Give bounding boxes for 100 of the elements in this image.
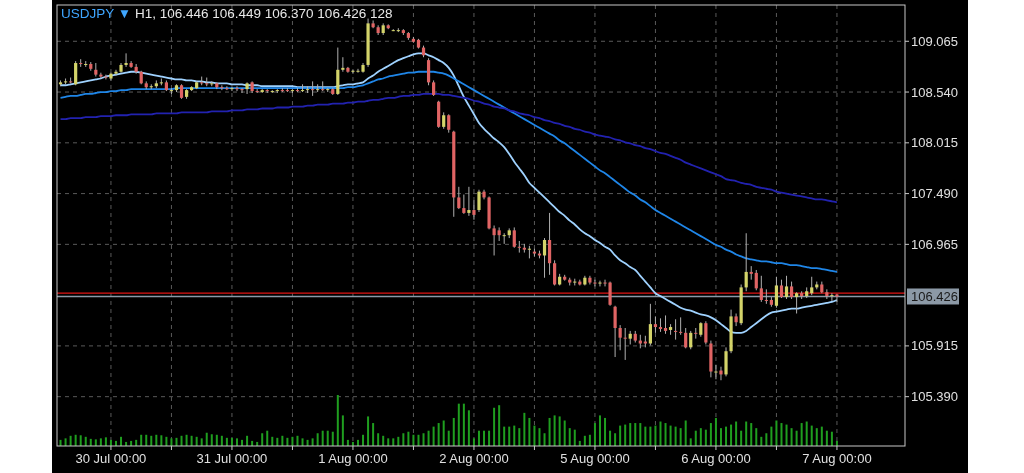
candlestick — [719, 366, 723, 381]
candlestick — [447, 113, 451, 134]
bar — [422, 433, 425, 446]
bar — [614, 433, 617, 446]
bar — [725, 426, 728, 446]
bar — [331, 431, 334, 446]
bar — [457, 403, 460, 446]
bar — [598, 415, 601, 446]
bar — [402, 433, 405, 446]
bar — [604, 417, 607, 446]
bar — [558, 416, 561, 446]
bar — [508, 426, 511, 446]
bar — [669, 425, 672, 446]
bar — [790, 428, 793, 446]
bar — [518, 428, 521, 446]
bar — [543, 433, 546, 446]
bar — [377, 433, 380, 446]
candlestick — [734, 313, 738, 327]
bar — [674, 426, 677, 446]
candlestick — [618, 324, 622, 351]
candlestick — [714, 364, 718, 380]
bar — [266, 430, 269, 446]
bar — [321, 430, 324, 446]
y-tick-label: 106.965 — [911, 236, 958, 252]
candlestick — [225, 85, 229, 91]
bar — [629, 423, 632, 446]
bar — [800, 423, 803, 446]
bar — [74, 434, 77, 446]
candlestick — [593, 279, 597, 287]
candlestick — [517, 240, 521, 254]
bar — [805, 421, 808, 446]
bar — [94, 439, 97, 446]
bar — [709, 423, 712, 446]
bar — [160, 435, 163, 446]
bar — [301, 438, 304, 446]
bar — [326, 430, 329, 446]
candlestick — [462, 194, 466, 215]
bar — [472, 438, 475, 446]
x-tick-label: 30 Jul 00:00 — [75, 451, 147, 466]
bar — [316, 433, 319, 446]
bar — [104, 437, 107, 446]
bar — [609, 430, 612, 446]
candlestick — [744, 232, 748, 292]
line-series — [59, 52, 838, 334]
bar — [437, 423, 440, 446]
candlestick — [724, 346, 728, 377]
bar — [548, 417, 551, 446]
candlestick — [764, 288, 768, 305]
bar — [694, 430, 697, 446]
bar — [634, 423, 637, 446]
bar — [780, 423, 783, 446]
bar — [150, 435, 153, 446]
candlestick — [810, 276, 814, 296]
bar — [367, 416, 370, 446]
bar — [467, 410, 470, 446]
bar — [740, 430, 743, 446]
candlestick — [371, 19, 375, 29]
bar — [412, 434, 415, 446]
candlestick — [311, 80, 315, 97]
candlestick — [220, 84, 224, 91]
chart-title: USDJPY ▼ H1, 106.446 106.449 106.370 106.426 128 — [61, 6, 393, 21]
bar — [533, 425, 536, 446]
x-tick-label: 6 Aug 00:00 — [681, 451, 751, 466]
bar — [624, 424, 627, 446]
bar — [145, 434, 148, 446]
bar — [447, 430, 450, 446]
bar — [190, 435, 193, 446]
bar — [568, 428, 571, 446]
bar — [180, 435, 183, 446]
x-tick-label: 1 Aug 00:00 — [318, 451, 388, 466]
x-tick-label: 7 Aug 00:00 — [802, 451, 872, 466]
x-tick-label: 5 Aug 00:00 — [560, 451, 630, 466]
candlestick — [245, 81, 249, 95]
bar — [719, 428, 722, 446]
bar — [69, 435, 72, 446]
candlestick — [553, 259, 557, 286]
bar — [714, 417, 717, 446]
bar — [588, 434, 591, 446]
bar — [528, 417, 531, 446]
bar — [649, 426, 652, 446]
bar — [261, 433, 264, 446]
bar — [362, 434, 365, 446]
candlestick — [472, 199, 476, 221]
bar — [79, 435, 82, 446]
candlestick — [784, 275, 789, 300]
candlestick — [426, 57, 431, 86]
line-series — [59, 93, 838, 204]
bar — [810, 425, 813, 446]
bar — [664, 423, 667, 446]
bar — [619, 425, 622, 446]
bar — [659, 421, 662, 446]
bar — [825, 430, 828, 446]
bar — [493, 407, 496, 446]
bar — [372, 423, 375, 446]
bar — [639, 423, 642, 446]
candlestick — [497, 226, 501, 242]
bar — [246, 435, 249, 446]
candlestick — [684, 327, 688, 349]
candlestick — [477, 189, 481, 213]
bar — [679, 428, 682, 446]
